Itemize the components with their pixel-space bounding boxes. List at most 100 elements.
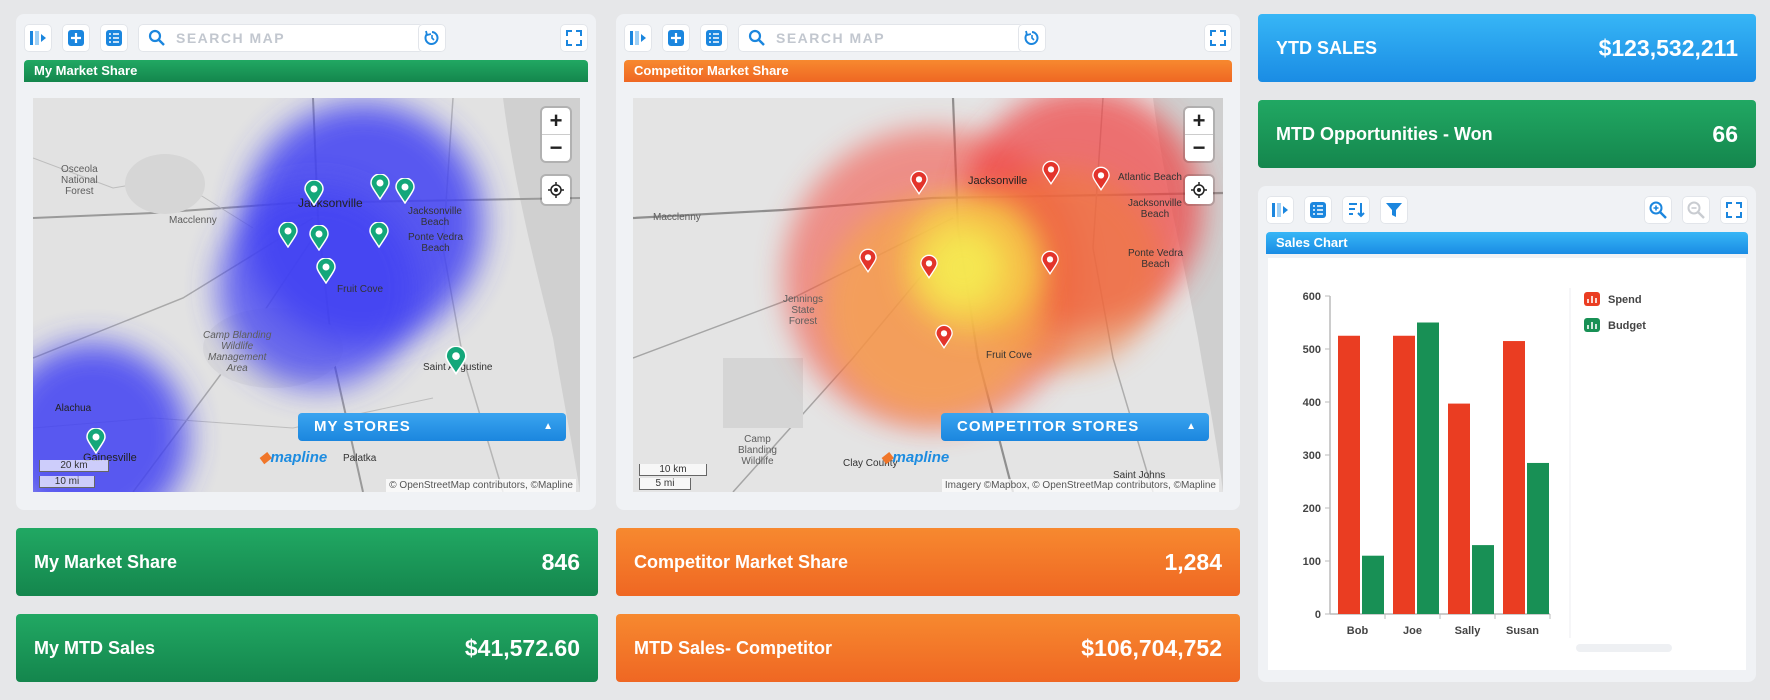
map-label: Jennings State Forest — [783, 294, 824, 327]
competitor-pin-icon[interactable] — [920, 254, 938, 280]
reset-map-button[interactable] — [1018, 24, 1046, 52]
kpi-mtd-sales-competitor[interactable]: MTD Sales- Competitor $106,704,752 — [616, 614, 1240, 682]
kpi-label: MTD Sales- Competitor — [634, 637, 833, 658]
bar-budget — [1362, 555, 1384, 614]
toggle-sidebar-button[interactable] — [1266, 196, 1294, 224]
x-tick-label: Bob — [1347, 625, 1369, 637]
map-label: Macclenny — [169, 215, 217, 226]
kpi-value: $106,704,752 — [1081, 634, 1222, 661]
store-pin-icon[interactable] — [445, 346, 467, 375]
competitor-pin-icon[interactable] — [935, 324, 953, 350]
list-button[interactable] — [1304, 196, 1332, 224]
crosshair-icon — [548, 182, 564, 198]
map-label: Ponte Vedra Beach — [1128, 248, 1184, 270]
competitor-stores-tab[interactable]: COMPETITOR STORES ▲ — [941, 413, 1209, 441]
competitor-market-share-map[interactable]: Macclenny Jacksonville Atlantic Beach Ja… — [633, 98, 1223, 492]
locate-button[interactable] — [1185, 176, 1213, 204]
locate-button[interactable] — [542, 176, 570, 204]
filter-icon — [1386, 203, 1402, 217]
kpi-label: My MTD Sales — [34, 637, 156, 658]
competitor-pin-icon[interactable] — [859, 248, 877, 274]
zoom-in-chart-button[interactable] — [1644, 196, 1672, 224]
sort-icon — [1349, 203, 1365, 218]
zoom-in-button[interactable]: + — [542, 108, 570, 135]
caret-up-icon: ▲ — [543, 421, 554, 432]
store-pin-icon[interactable] — [316, 258, 336, 284]
fullscreen-button[interactable] — [560, 24, 588, 52]
mapline-logo: ◆mapline — [881, 449, 950, 466]
competitor-pin-icon[interactable] — [1042, 160, 1060, 186]
kpi-value: $123,532,211 — [1598, 34, 1738, 61]
refresh-icon — [1024, 30, 1039, 45]
kpi-mtd-opportunities-won[interactable]: MTD Opportunities - Won 66 — [1258, 100, 1756, 168]
my-market-share-panel: My Market Share Osceola National Forest … — [16, 14, 596, 510]
mapline-pin-icon: ◆ — [881, 449, 893, 466]
kpi-ytd-sales[interactable]: YTD SALES $123,532,211 — [1258, 14, 1756, 82]
store-pin-icon[interactable] — [395, 178, 415, 204]
zoom-control: + − — [542, 108, 570, 161]
fullscreen-icon — [566, 30, 582, 46]
map-label: Jacksonville — [968, 175, 1028, 187]
legend-label: Spend — [1608, 294, 1642, 306]
map-label: Clay County — [843, 458, 898, 469]
store-pin-icon[interactable] — [309, 225, 329, 251]
zoom-out-button[interactable]: − — [1192, 135, 1206, 160]
store-pin-icon[interactable] — [370, 174, 390, 200]
kpi-value: 1,284 — [1164, 548, 1222, 575]
fullscreen-button[interactable] — [1204, 24, 1232, 52]
zoom-in-button[interactable]: + — [1185, 108, 1213, 135]
bar-spend — [1503, 341, 1525, 614]
competitor-pin-icon[interactable] — [1041, 250, 1059, 276]
store-pin-icon[interactable] — [86, 428, 106, 454]
add-button[interactable] — [662, 24, 690, 52]
toggle-sidebar-button[interactable] — [24, 24, 52, 52]
add-button[interactable] — [62, 24, 90, 52]
sidebar-toggle-icon — [1272, 203, 1288, 217]
bar-spend — [1338, 335, 1360, 614]
fullscreen-button[interactable] — [1720, 196, 1748, 224]
list-button[interactable] — [100, 24, 128, 52]
search-map-field[interactable] — [138, 24, 424, 52]
kpi-value: $41,572.60 — [464, 634, 580, 661]
search-map-field[interactable] — [738, 24, 1024, 52]
sales-chart: 0 100 200 300 400 500 600 Bob Joe Sally Susan Spend… — [1303, 288, 1672, 652]
store-pin-icon[interactable] — [304, 180, 324, 206]
store-pin-icon[interactable] — [278, 222, 298, 248]
kpi-my-mtd-sales[interactable]: My MTD Sales $41,572.60 — [16, 614, 598, 682]
competitor-market-share-panel: Competitor Market Share Macclenny Jackso… — [616, 14, 1240, 510]
store-pin-icon[interactable] — [369, 222, 389, 248]
my-market-share-map[interactable]: Osceola National Forest Macclenny Jackso… — [33, 98, 580, 492]
sales-chart-panel: Sales Chart 0 100 200 300 400 500 600 Bob Joe Sal… — [1258, 186, 1756, 682]
refresh-icon — [424, 30, 439, 45]
search-icon — [748, 29, 765, 46]
toggle-sidebar-button[interactable] — [624, 24, 652, 52]
sort-button[interactable] — [1342, 196, 1370, 224]
legend-label: Budget — [1608, 320, 1646, 332]
fullscreen-icon — [1210, 30, 1226, 46]
list-button[interactable] — [700, 24, 728, 52]
reset-map-button[interactable] — [418, 24, 446, 52]
kpi-my-market-share[interactable]: My Market Share 846 — [16, 528, 598, 596]
sales-chart-area: 0 100 200 300 400 500 600 Bob Joe Sally Susan Spend… — [1268, 258, 1746, 670]
zoom-out-chart-button[interactable] — [1682, 196, 1710, 224]
panel-title-bar: Sales Chart — [1266, 232, 1748, 254]
search-map-input[interactable] — [174, 29, 398, 47]
bar-budget — [1417, 322, 1439, 614]
kpi-competitor-market-share[interactable]: Competitor Market Share 1,284 — [616, 528, 1240, 596]
map-attribution: © OpenStreetMap contributors, ©Mapline — [386, 479, 576, 492]
competitor-pin-icon[interactable] — [1092, 166, 1110, 192]
map-label: Osceola National Forest — [61, 164, 98, 197]
filter-button[interactable] — [1380, 196, 1408, 224]
competitor-pin-icon[interactable] — [910, 170, 928, 196]
y-tick-label: 300 — [1303, 450, 1321, 462]
map-label: Fruit Cove — [337, 284, 384, 295]
sidebar-toggle-icon — [630, 31, 646, 45]
list-icon — [706, 30, 722, 46]
bar-spend — [1393, 335, 1415, 614]
zoom-out-button[interactable]: − — [549, 135, 563, 160]
bar-chart-icon — [1587, 296, 1597, 303]
my-stores-tab[interactable]: MY STORES ▲ — [298, 413, 566, 441]
caret-up-icon: ▲ — [1186, 421, 1197, 432]
search-map-input[interactable] — [774, 29, 998, 47]
map-label: Atlantic Beach — [1118, 172, 1182, 183]
